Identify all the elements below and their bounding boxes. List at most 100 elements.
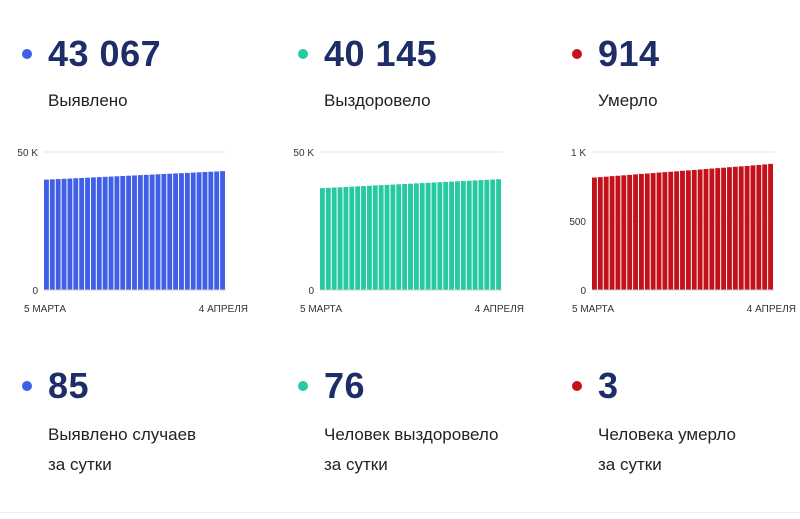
chart-bar [668,171,674,290]
chart-bar [715,168,721,290]
chart-bar [179,173,184,290]
chart-bar [496,179,501,290]
chart-bar [155,174,161,290]
chart-bar [685,170,691,290]
daily-detected-label-line2: за сутки [48,455,112,474]
chart-bar [466,180,472,290]
chart-bar [366,185,372,290]
chart-bar [173,173,179,290]
y-tick-label: 500 [569,217,586,228]
chart-bar [732,166,738,290]
chart-bar [44,179,49,290]
daily-detected-value: 85 [48,365,90,406]
y-tick-label: 0 [580,286,586,297]
chart-bar [320,188,325,290]
chart-bar [727,167,732,290]
chart-bar [384,184,390,290]
chart-bar [102,176,108,290]
daily-deaths-label: Человека умерло за сутки [598,420,736,480]
chart-bar [425,182,431,290]
daily-recovered-label-line2: за сутки [324,455,388,474]
detected-total: 43 067 [48,33,162,74]
stat-daily-deaths: 3 Человека умерло за сутки [572,366,736,480]
chart-bar [638,173,644,290]
detected-label: Выявлено [48,91,128,110]
recovered-total: 40 145 [324,33,438,74]
chart-bar [137,175,143,290]
daily-deaths-value: 3 [598,365,619,406]
x-tick-label-end: 4 АПРЕЛЯ [747,304,796,315]
chart-bar [697,169,703,290]
chart-bar [355,186,361,290]
chart-deaths: 0 500 1 K 5 МАРТА 4 АПРЕЛЯ [548,140,798,320]
x-tick-label-start: 5 МАРТА [572,304,614,315]
x-tick-label-start: 5 МАРТА [300,304,342,315]
chart-bar [108,176,114,290]
chart-bar [149,174,155,290]
stat-daily-detected: 85 Выявлено случаев за сутки [22,366,196,480]
chart-bar [431,182,437,290]
chart-bar [184,172,190,290]
chart-bar [738,166,744,290]
chart-bar [90,177,96,290]
chart-bar [349,186,355,290]
chart-bar [627,174,633,290]
chart-bar [603,176,609,290]
chart-bar [703,168,709,290]
chart-bar [390,184,396,290]
chart-bar [61,178,67,290]
daily-recovered-dot-icon [298,381,308,391]
chart-bar [85,177,90,290]
y-tick-label: 0 [32,286,38,297]
daily-deaths-dot-icon [572,381,582,391]
chart-bar [325,187,331,290]
chart-bar [662,172,668,290]
daily-detected-label: Выявлено случаев за сутки [48,420,196,480]
chart-bar [120,175,126,290]
stat-recovered: 40 145 Выздоровело [298,34,437,116]
chart-bar [621,175,627,290]
chart-bar [419,183,425,290]
stat-deaths: 914 Умерло [572,34,660,116]
chart-bar [768,163,773,290]
x-tick-label-end: 4 АПРЕЛЯ [475,304,524,315]
chart-bar [756,164,762,290]
chart-bar [361,186,366,290]
chart-bar [674,171,680,290]
chart-bar [484,179,490,290]
daily-deaths-label-line1: Человека умерло [598,425,736,444]
chart-bar [202,172,208,290]
chart-bar [721,167,727,290]
x-tick-label-start: 5 МАРТА [24,304,66,315]
y-tick-label: 0 [308,286,314,297]
chart-bar [49,179,55,290]
chart-bar [597,177,603,290]
chart-bar [762,164,768,290]
x-tick-label-end: 4 АПРЕЛЯ [199,304,248,315]
chart-bar [79,177,85,290]
chart-bar [331,187,337,290]
chart-bar [750,165,756,290]
chart-bar [615,175,621,290]
chart-bar [67,178,73,290]
chart-bar [196,172,202,290]
chart-bar [343,186,349,290]
chart-bar [455,181,460,290]
chart-bar [96,177,102,290]
chart-bar [478,180,484,290]
chart-recovered-svg: 0 50 K 5 МАРТА 4 АПРЕЛЯ [293,148,524,315]
daily-detected-label-line1: Выявлено случаев [48,425,197,444]
chart-bar [709,168,715,290]
chart-bar [490,179,496,290]
daily-detected-dot-icon [22,381,32,391]
chart-bar [449,181,455,290]
daily-deaths-label-line2: за сутки [598,455,662,474]
chart-bar [220,171,225,290]
daily-recovered-label-line1: Человек выздоровело [324,425,499,444]
chart-bar [744,165,750,290]
daily-recovered-value: 76 [324,365,366,406]
chart-bar [437,182,443,290]
chart-bar [190,172,196,290]
y-tick-label: 1 K [571,148,586,159]
chart-bar [592,177,597,290]
